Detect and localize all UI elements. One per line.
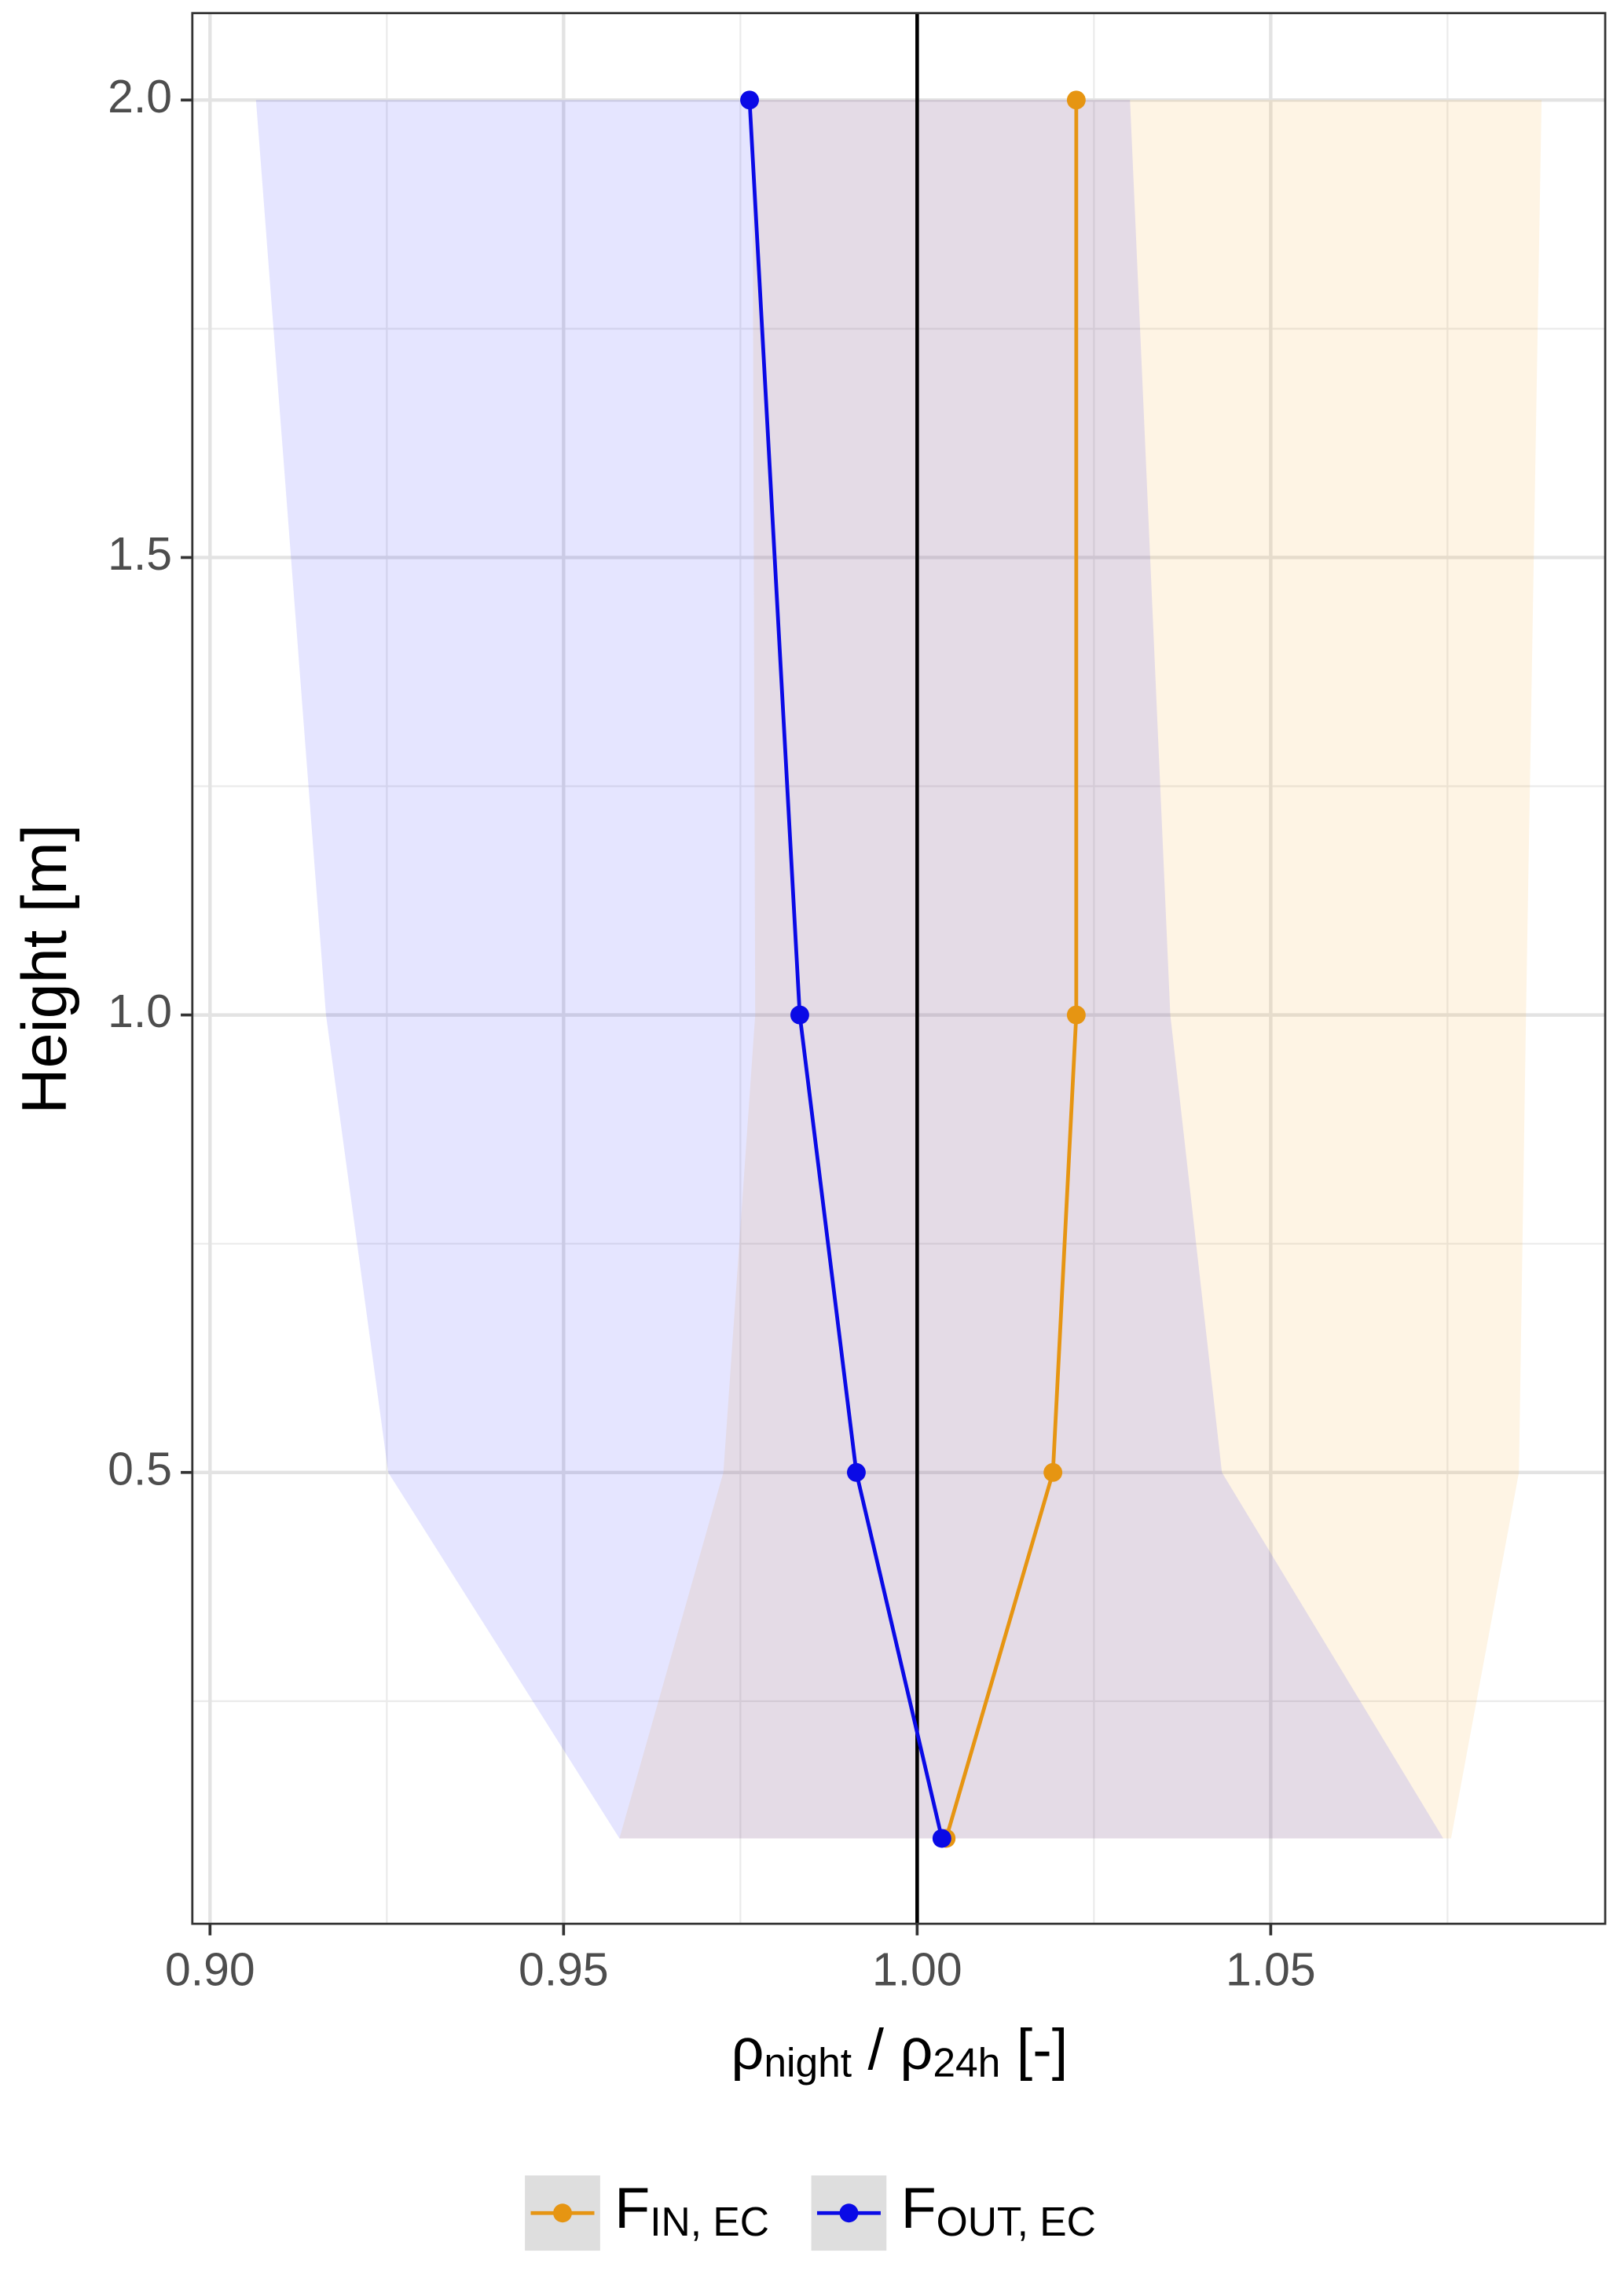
legend-point [839,2203,859,2223]
series-line [747,100,944,1840]
y-axis-label: Height [m] [9,824,80,1114]
x-axis-label: ρnight / ρ24h [-] [731,2016,1069,2085]
plot-border [191,12,1607,1925]
legend-point [553,2203,572,2223]
x-label-part: / ρ [852,2016,933,2082]
x-label-part: ρ [731,2016,764,2082]
legend-label-main: F [901,2176,937,2241]
x-label-sub: night [764,2039,852,2085]
point [1043,1462,1063,1482]
legend-label-main: F [614,2176,650,2241]
y-tick-label: 1.0 [108,986,172,1037]
legend-label: FOUT, EC [901,2176,1096,2244]
point [740,90,759,110]
y-tick-label: 0.5 [108,1444,172,1495]
legend-label: FIN, EC [614,2176,769,2244]
x-label-part: [-] [1000,2016,1068,2082]
point [790,1005,809,1025]
point [846,1462,866,1482]
series-line [944,100,1079,1840]
y-tick-label: 1.5 [108,529,172,580]
ribbon [619,100,1542,1839]
legend-label-sub: OUT, EC [937,2199,1096,2244]
x-tick-label: 1.05 [1226,1944,1316,1995]
x-tick-label: 1.00 [872,1944,962,1995]
x-tick-label: 0.95 [519,1944,609,1995]
legend-label-sub: IN, EC [650,2199,769,2244]
x-tick-label: 0.90 [165,1944,255,1995]
ribbon [255,100,1443,1839]
point [932,1829,951,1848]
x-label-sub: 24h [933,2039,1000,2085]
point [1066,90,1086,110]
y-tick-label: 2.0 [108,72,172,123]
point [1066,1005,1086,1025]
